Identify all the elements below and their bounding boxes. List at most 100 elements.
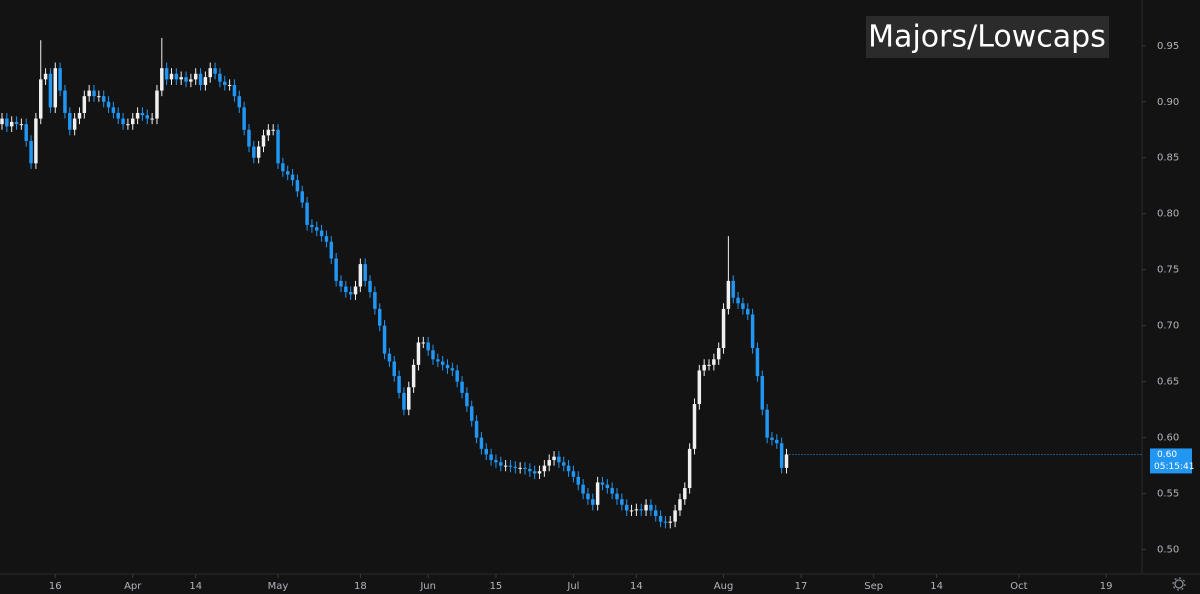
candle-body	[247, 129, 251, 147]
candle	[649, 499, 653, 517]
candle-body	[261, 135, 266, 147]
candle	[474, 415, 479, 444]
candle-body	[445, 364, 450, 369]
candle-body	[494, 460, 498, 463]
candle-body	[721, 308, 726, 349]
candle-body	[731, 280, 735, 298]
candle	[644, 499, 648, 517]
candle	[358, 258, 363, 293]
candle-body	[160, 68, 164, 91]
candle	[595, 476, 600, 511]
plot-area	[0, 37, 789, 529]
candle-body	[145, 115, 150, 119]
candle	[24, 118, 28, 147]
candle-body	[610, 488, 614, 494]
price-tag-box	[1150, 448, 1192, 474]
candle-body	[281, 163, 285, 172]
candle	[407, 381, 411, 416]
candle	[63, 84, 67, 119]
candle-body	[750, 314, 755, 349]
candle	[712, 353, 716, 371]
title-box	[866, 16, 1109, 58]
candle-body	[654, 510, 658, 517]
candle	[0, 112, 4, 130]
candle	[518, 462, 522, 474]
candle	[523, 462, 527, 475]
candle	[140, 107, 145, 121]
candle	[620, 493, 624, 511]
candle	[329, 236, 334, 265]
candle	[615, 488, 619, 505]
candle-body	[469, 406, 474, 421]
candle-body	[426, 342, 430, 351]
candle	[150, 112, 154, 125]
candle-body	[174, 73, 179, 80]
candle-body	[208, 68, 212, 78]
candle	[261, 129, 266, 153]
candle	[271, 124, 275, 136]
candle-body	[324, 236, 329, 242]
candle-body	[528, 468, 532, 472]
candle-body	[368, 280, 372, 293]
candle	[106, 96, 111, 113]
settings-icon[interactable]	[1172, 577, 1186, 591]
candle	[489, 448, 493, 466]
candle	[634, 503, 639, 517]
candle	[334, 252, 338, 287]
candle	[29, 135, 33, 169]
candle	[174, 68, 179, 85]
y-tick-label: 0.80	[1157, 209, 1179, 220]
x-tick-label: Sep	[864, 581, 883, 592]
candle	[571, 465, 576, 483]
x-tick-label: 14	[189, 581, 202, 592]
candle-body	[397, 376, 401, 393]
candle	[537, 465, 542, 480]
candle-body	[586, 493, 590, 500]
candle	[765, 404, 769, 444]
candle	[566, 460, 571, 477]
candle	[193, 68, 198, 85]
candle	[184, 71, 188, 88]
candle	[242, 101, 246, 136]
candle	[561, 456, 566, 472]
candle-body	[566, 465, 571, 472]
candle-body	[658, 516, 663, 522]
candle-body	[29, 140, 33, 164]
candle-body	[329, 241, 334, 259]
candle	[658, 510, 663, 528]
countdown: 05:15:41	[1154, 462, 1194, 472]
candle-body	[164, 68, 169, 80]
candle-body	[68, 112, 72, 130]
candle	[440, 355, 445, 371]
candle-body	[266, 129, 271, 136]
candle-body	[591, 499, 595, 505]
y-tick-label: 0.50	[1157, 545, 1179, 556]
candle-body	[140, 112, 145, 116]
candle	[68, 107, 72, 136]
candle	[179, 71, 183, 85]
candle	[353, 280, 358, 300]
candle	[673, 504, 677, 528]
candle-body	[716, 348, 721, 360]
candle-body	[760, 376, 765, 410]
candle	[581, 479, 585, 500]
candle-body	[450, 368, 455, 371]
candle-body	[179, 77, 183, 80]
candle-body	[24, 124, 28, 141]
settings-icon-ring	[1174, 579, 1184, 589]
candle-body	[683, 488, 687, 500]
candle	[576, 471, 581, 491]
candle	[784, 448, 789, 474]
candle-body	[310, 224, 314, 228]
candle	[702, 359, 706, 377]
candle-body	[639, 509, 643, 511]
candle	[169, 68, 174, 85]
candle	[121, 112, 125, 130]
candle-body	[38, 79, 43, 119]
candle-body	[707, 364, 711, 366]
candle-body	[746, 308, 750, 315]
candle	[654, 504, 658, 522]
candle	[692, 398, 697, 455]
